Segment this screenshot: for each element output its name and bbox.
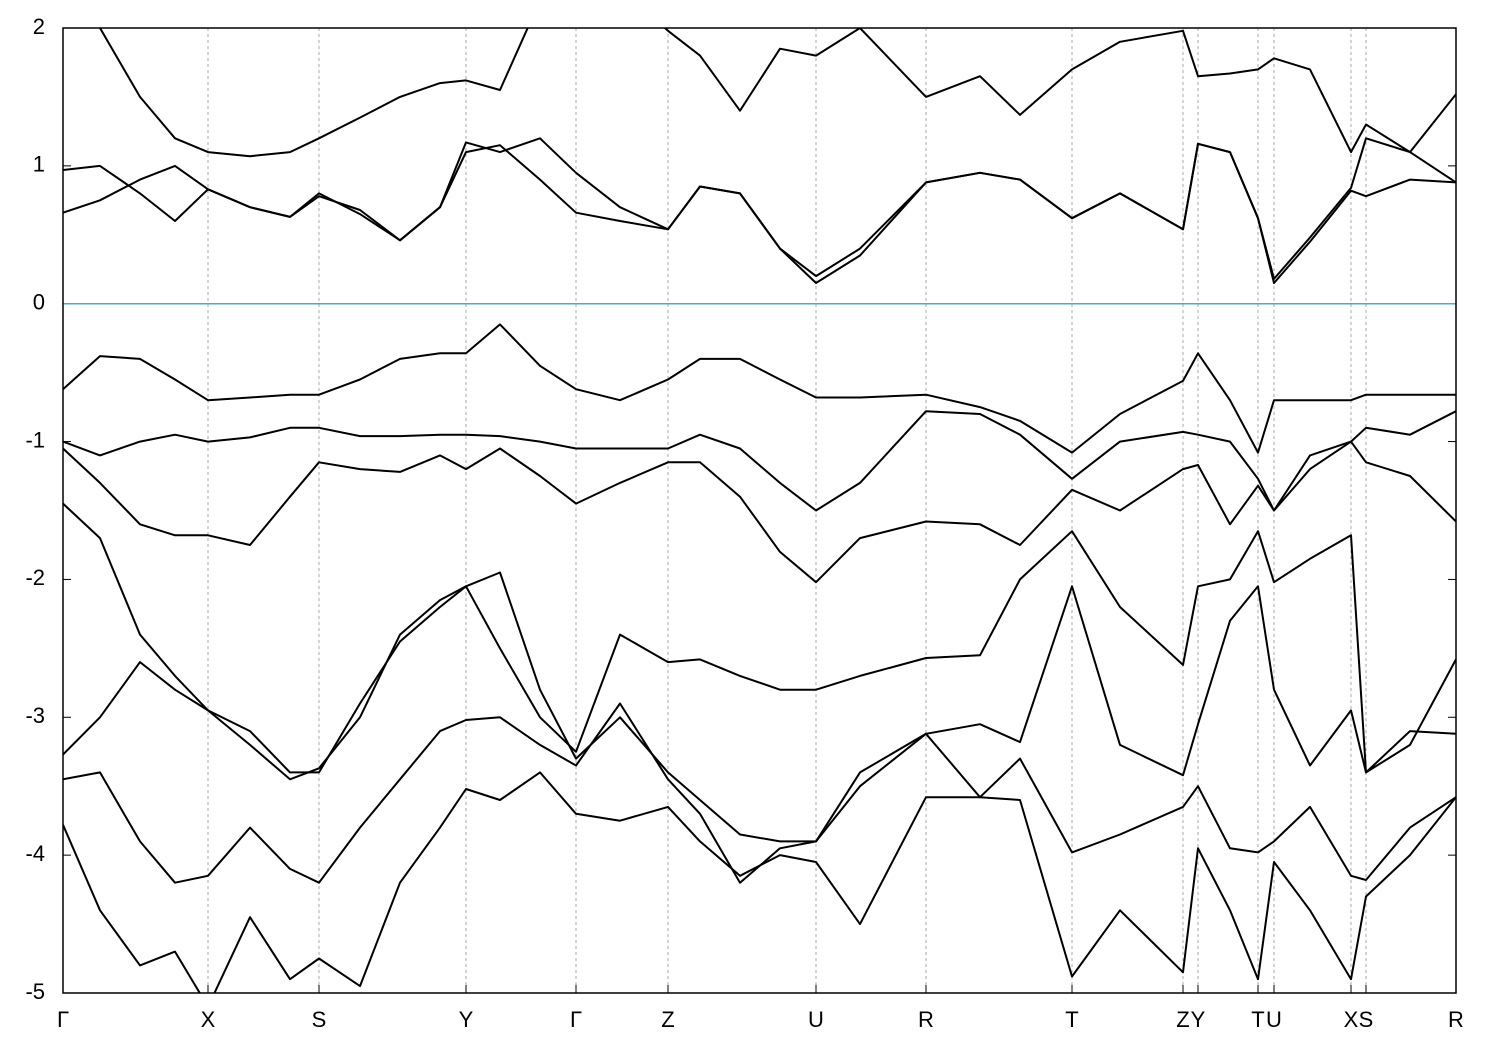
bands — [63, 28, 1456, 993]
x-tick-label: U — [1266, 1007, 1282, 1032]
x-tick-label: R — [1448, 1007, 1464, 1032]
x-tick-label: Γ — [57, 1007, 69, 1032]
plot-frame — [62, 27, 1457, 994]
x-tick-label: Y — [459, 1007, 474, 1032]
band-line — [63, 410, 1456, 512]
x-tick-label: S — [312, 1007, 327, 1032]
x-tick-label: R — [918, 1007, 934, 1032]
y-tick-label: -1 — [25, 427, 45, 452]
band-line — [63, 771, 1456, 993]
band-line — [98, 28, 1456, 158]
band-line — [63, 702, 1456, 884]
y-tick-label: 0 — [33, 290, 45, 315]
y-tick-label: -5 — [25, 979, 45, 1004]
x-tick-label: Z — [661, 1007, 674, 1032]
x-tick-label: U — [808, 1007, 824, 1032]
y-tick-label: 2 — [33, 14, 45, 39]
band-line — [63, 571, 1456, 843]
x-tick-label: X — [1344, 1007, 1359, 1032]
x-tick-label: T — [1251, 1007, 1264, 1032]
band-line — [63, 502, 1456, 774]
y-tick-label: -2 — [25, 565, 45, 590]
x-tick-label: S — [1359, 1007, 1374, 1032]
x-tick-label: X — [201, 1007, 216, 1032]
x-tick-label: Γ — [570, 1007, 582, 1032]
band-line — [63, 137, 1456, 280]
y-tick-label: -3 — [25, 703, 45, 728]
x-tick-label: Z — [1176, 1007, 1189, 1032]
band-line — [63, 440, 1456, 584]
y-tick-label: 1 — [33, 152, 45, 177]
x-tick-label: Y — [1191, 1007, 1206, 1032]
y-tick-label: -4 — [25, 841, 45, 866]
x-tick-label: T — [1065, 1007, 1078, 1032]
band-line — [63, 323, 1456, 454]
